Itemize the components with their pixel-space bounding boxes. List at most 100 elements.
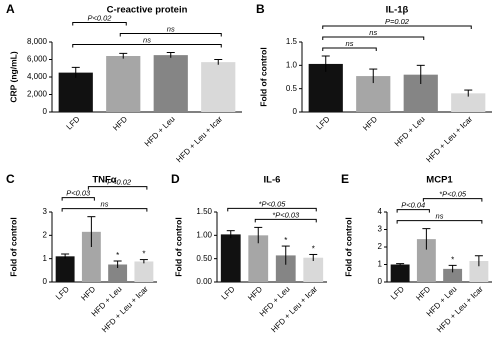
significance-label: ns	[436, 212, 444, 221]
x-tick-label: LFD	[220, 284, 237, 301]
chart-title: C-reactive protein	[107, 5, 188, 16]
y-tick-label: 2,000	[27, 90, 48, 99]
bar	[469, 261, 489, 282]
significance-bracket	[87, 186, 148, 190]
bar	[443, 268, 463, 282]
y-tick-label: 1.50	[196, 207, 212, 216]
y-tick-label: 1.00	[196, 230, 212, 239]
y-tick-label: 4,000	[27, 72, 48, 81]
x-tick-label: HFD + Leu + Icar	[100, 284, 150, 334]
chart-title: MCP1	[426, 175, 453, 186]
significance-label: P<0.02	[88, 13, 113, 22]
bar	[416, 239, 436, 282]
panel-letter: B	[256, 2, 265, 16]
y-axis-label: Fold of control	[173, 217, 183, 277]
y-tick-label: 2	[378, 242, 383, 251]
significance-bracket	[322, 47, 377, 51]
significance-label: ns	[143, 35, 151, 44]
bar	[108, 264, 128, 282]
significance-star: *	[451, 255, 454, 264]
chart-title: IL-6	[264, 175, 281, 186]
significance-bracket	[396, 209, 430, 213]
x-tick-label: HFD + Leu	[143, 115, 177, 149]
x-tick-label: HFD + Leu + Icar	[424, 114, 474, 164]
bar	[390, 264, 410, 282]
x-tick-label: LFD	[389, 284, 406, 301]
significance-label: ns	[167, 24, 175, 33]
x-tick-label: LFD	[54, 284, 71, 301]
y-axis-label: Fold of control	[8, 217, 18, 277]
significance-bracket	[227, 207, 317, 212]
bar	[303, 257, 324, 282]
significance-label: *P<0.05	[259, 199, 287, 208]
bar	[58, 72, 93, 112]
chart-title: TNFα	[92, 175, 116, 186]
x-tick-label: HFD	[414, 284, 432, 302]
significance-label: *P<0.05	[439, 190, 467, 199]
y-tick-label: 0.00	[196, 277, 212, 286]
significance-label: ns	[346, 39, 354, 48]
y-tick-label: 0	[293, 107, 298, 116]
x-tick-label: LFD	[65, 114, 82, 131]
y-tick-label: 1	[43, 254, 48, 263]
y-tick-label: 1.5	[286, 37, 298, 46]
bar	[55, 256, 75, 282]
significance-star: *	[116, 251, 119, 260]
x-tick-label: HFD	[79, 284, 97, 302]
y-tick-label: 0	[43, 277, 48, 286]
significance-label: *P<0.03	[272, 210, 300, 219]
y-tick-label: 6,000	[27, 55, 48, 64]
bar	[81, 231, 101, 282]
bar	[451, 93, 486, 112]
y-axis-label: Fold of control	[343, 217, 353, 277]
bar	[248, 235, 269, 282]
significance-bracket	[422, 198, 483, 202]
y-tick-label: 0.5	[286, 84, 298, 93]
x-tick-label: LFD	[315, 114, 332, 131]
y-tick-label: 0	[43, 107, 48, 116]
bar	[275, 255, 296, 282]
bar	[308, 63, 343, 112]
significance-star: *	[312, 245, 315, 254]
bar	[220, 234, 241, 282]
significance-bracket	[119, 33, 222, 37]
significance-label: P<0.03	[66, 189, 91, 198]
x-tick-label: HFD + Leu + Icar	[435, 284, 485, 334]
panel-letter: A	[6, 2, 15, 16]
significance-bracket	[72, 22, 127, 26]
y-axis-label: CRP (ng/mL)	[8, 51, 18, 102]
x-tick-label: HFD	[361, 114, 379, 132]
significance-bracket	[254, 218, 317, 223]
panel-letter: C	[6, 172, 15, 186]
significance-label: ns	[101, 200, 109, 209]
significance-star: *	[142, 250, 145, 259]
y-tick-label: 3	[378, 225, 383, 234]
y-tick-label: 2	[43, 230, 48, 239]
bar	[153, 55, 188, 112]
significance-label: P<0.04	[401, 201, 425, 210]
significance-bracket	[396, 220, 483, 224]
y-axis-label: Fold of control	[258, 47, 268, 107]
y-tick-label: 3	[43, 207, 48, 216]
x-tick-label: HFD	[111, 114, 129, 132]
y-tick-label: 1	[378, 260, 383, 269]
panel-letter: D	[171, 172, 180, 186]
significance-star: *	[284, 236, 287, 245]
y-tick-label: 8,000	[27, 37, 48, 46]
significance-bracket	[322, 25, 472, 29]
significance-bracket	[72, 44, 222, 48]
bar	[106, 56, 141, 112]
chart-title: IL-1β	[386, 5, 409, 16]
x-tick-label: HFD + Leu + Icar	[174, 114, 224, 164]
significance-label: ns	[369, 28, 377, 37]
significance-label: *P<0.02	[104, 178, 132, 187]
significance-bracket	[61, 208, 148, 212]
y-tick-label: 4	[378, 207, 383, 216]
significance-bracket	[61, 197, 95, 201]
y-tick-label: 1.0	[286, 60, 298, 69]
x-tick-label: HFD	[246, 284, 264, 302]
significance-label: P=0.02	[385, 17, 410, 26]
y-tick-label: 0	[378, 277, 383, 286]
panel-letter: E	[341, 172, 349, 186]
